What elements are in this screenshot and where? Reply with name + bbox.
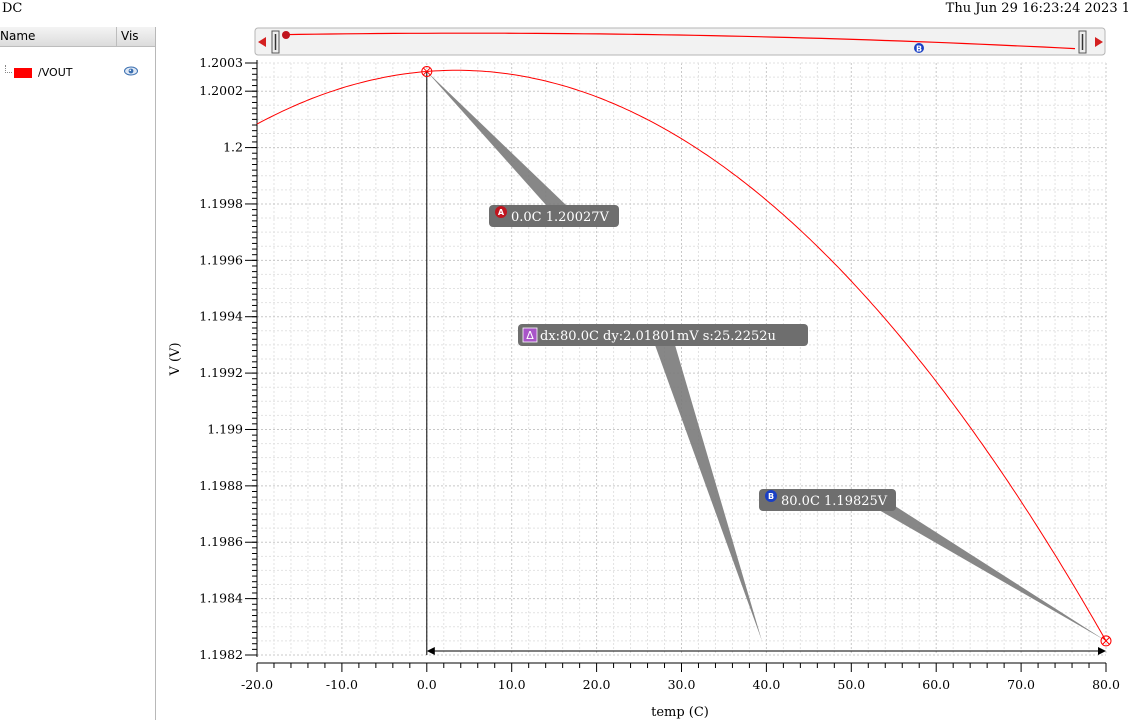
y-tick-label: 1.1994 [199, 309, 243, 324]
y-tick-label: 1.1984 [199, 591, 243, 606]
delta-icon [522, 327, 538, 343]
legend-panel: Name Vis /VOUT [0, 27, 156, 720]
x-tick-label: 80.0 [1092, 677, 1120, 692]
axes [245, 60, 1107, 672]
y-tick-label: 1.1992 [199, 365, 243, 380]
marker-a-label-text: 0.0C 1.20027V [511, 210, 610, 225]
grid [256, 62, 1107, 656]
marker-b-label: B 80.0C 1.19825V [759, 489, 896, 511]
marker-b-label-badge: B [768, 492, 774, 501]
marker-a-label-box [489, 205, 619, 227]
marker-b-label-badge-icon [765, 490, 777, 502]
delta-arrow-left-icon [426, 647, 435, 655]
marker-b-point [1100, 635, 1112, 647]
x-tick-label: -10.0 [326, 677, 358, 692]
y-tick-label: 1.1986 [199, 534, 243, 549]
signal-name: /VOUT [38, 66, 73, 79]
marker-a-point [421, 65, 433, 77]
zoom-strip[interactable]: B [254, 27, 1106, 56]
legend-header: Name Vis [0, 27, 155, 47]
x-tick-label: 0.0 [417, 677, 437, 692]
timestamp: Thu Jun 29 16:23:24 2023 1 [945, 1, 1128, 16]
x-tick-label: 10.0 [498, 677, 526, 692]
x-tick-label: 40.0 [752, 677, 780, 692]
eye-icon[interactable] [124, 65, 138, 77]
overview-marker-a [282, 31, 290, 39]
series [256, 65, 1112, 647]
signal-color-swatch[interactable] [14, 68, 32, 78]
legend-item-vout[interactable]: /VOUT [0, 63, 155, 81]
y-tick-label: 1.1988 [199, 478, 243, 493]
x-tick-label: 50.0 [837, 677, 865, 692]
labels: 1.1982 1.1984 1.1986 1.1988 1.199 1.1992 1.199… [168, 55, 1120, 720]
x-tick-label: 70.0 [1007, 677, 1035, 692]
callouts: A 0.0C 1.20027V Δ dx:80.0C dy:2.01801mV s:2… [426, 71, 1106, 655]
svg-text:B: B [916, 45, 922, 54]
y-tick-label: 1.2002 [199, 83, 243, 98]
y-tick-label: 1.1996 [199, 252, 243, 267]
scroll-right-icon[interactable] [1095, 37, 1103, 47]
delta-arrow-right-icon [1098, 647, 1106, 655]
x-tick-label: -20.0 [241, 677, 273, 692]
y-tick-label: 1.1982 [199, 647, 243, 662]
marker-b-point-cross [1102, 637, 1110, 645]
legend-column-name[interactable]: Name [0, 29, 36, 43]
x-axis-title: temp (C) [651, 705, 709, 720]
x-tick-label: 30.0 [668, 677, 696, 692]
marker-a-pointer [426, 71, 566, 205]
vout-trace [256, 69, 1107, 642]
y-axis-title: V (V) [168, 342, 183, 376]
scroll-left-icon[interactable] [258, 37, 266, 47]
marker-a-label: A 0.0C 1.20027V [489, 205, 619, 227]
delta-label-box [518, 324, 808, 346]
marker-a-label-badge: A [498, 208, 505, 217]
delta-pointer [655, 345, 762, 641]
marker-b-label-box [759, 489, 896, 511]
marker-a-point-cross [422, 67, 431, 76]
legend-column-vis[interactable]: Vis [116, 27, 139, 46]
marker-a-label-badge-icon [495, 206, 507, 218]
marker-b-label-text: 80.0C 1.19825V [781, 494, 888, 509]
delta-badge: Δ [526, 329, 534, 342]
x-tick-label: 60.0 [922, 677, 950, 692]
y-tick-label: 1.1998 [199, 196, 243, 211]
y-tick-label: 1.199 [207, 421, 243, 436]
overview-trace [282, 32, 1076, 50]
x-tick-label: 20.0 [583, 677, 611, 692]
y-tick-label: 1.2 [223, 140, 243, 155]
marker-b-pointer [872, 506, 1106, 641]
delta-label-text: dx:80.0C dy:2.01801mV s:25.2252u [540, 329, 776, 344]
tree-branch-icon [5, 65, 12, 73]
window-title: DC [2, 1, 23, 16]
y-tick-label: 1.2003 [199, 55, 243, 70]
overview-marker-b [914, 43, 924, 53]
